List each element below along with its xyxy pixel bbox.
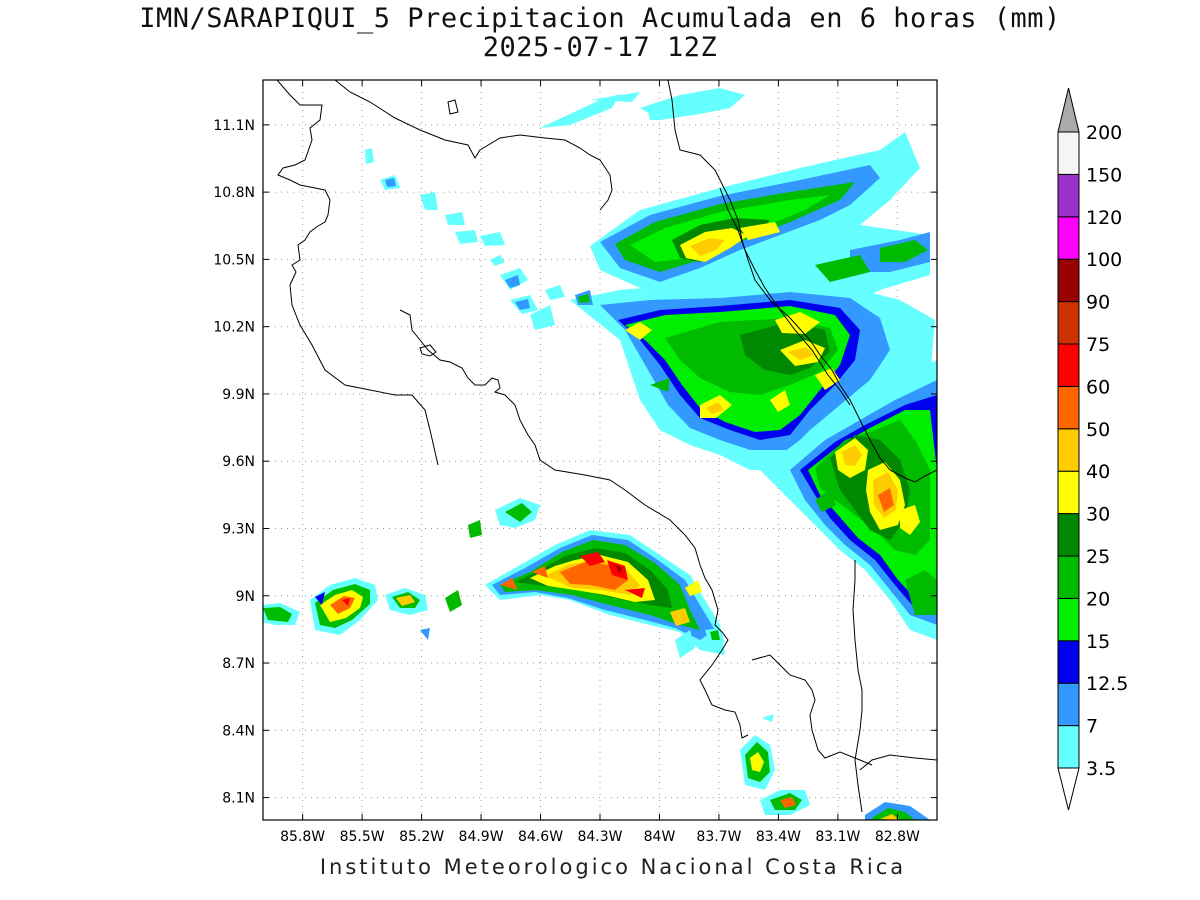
lat-tick-label: 8.7N <box>222 656 255 672</box>
colorbar-label: 60 <box>1086 376 1110 398</box>
rain-band-south <box>740 714 930 820</box>
precipitation-field <box>263 88 937 820</box>
colorbar-label: 40 <box>1086 461 1110 483</box>
lon-tick-label: 85.8W <box>280 829 325 845</box>
nicaragua-costa-rica-border <box>719 187 851 406</box>
lon-axis-labels: 85.8W 85.5W 85.2W 84.9W 84.6W 84.3W 84W 83.7W 83… <box>280 80 920 845</box>
lon-tick-label: 83.1W <box>815 829 860 845</box>
colorbar-swatch <box>1057 428 1080 472</box>
lat-tick-label: 11.1N <box>213 118 255 134</box>
lat-axis-labels: 11.1N 10.8N 10.5N 10.2N 9.9N 9.6N 9.3N 9N 8.7N 8.… <box>213 118 937 807</box>
colorbar-swatch <box>1057 470 1080 515</box>
lat-tick-label: 9.9N <box>222 387 255 403</box>
lat-tick-label: 9N <box>236 589 255 605</box>
colorbar-label: 200 <box>1086 122 1122 144</box>
colorbar-swatch <box>1057 725 1080 769</box>
lon-tick-label: 84W <box>644 829 676 845</box>
lon-tick-label: 84.6W <box>518 829 563 845</box>
colorbar-label: 150 <box>1086 164 1122 186</box>
colorbar-swatch <box>1057 216 1080 260</box>
colorbar-label: 20 <box>1086 588 1110 610</box>
lat-tick-label: 10.2N <box>213 320 255 336</box>
rain-band-pacific <box>468 498 725 655</box>
colorbar-label: 120 <box>1086 207 1122 229</box>
colorbar-under-triangle <box>1057 767 1080 811</box>
lat-tick-label: 10.5N <box>213 252 255 268</box>
map-subtitle-date: 2025-07-17 12Z <box>482 32 718 63</box>
colorbar-swatch <box>1057 513 1080 557</box>
gulf-island <box>419 344 437 357</box>
colorbar-swatch <box>1057 343 1080 387</box>
colorbar-swatch <box>1057 682 1080 727</box>
costa-rica-panama-border <box>852 560 863 813</box>
colorbar-label: 15 <box>1086 631 1110 653</box>
colorbar-swatch <box>1057 597 1080 642</box>
colorbar-swatch <box>1057 131 1080 175</box>
rain-scattered-light <box>365 110 725 658</box>
colorbar-over-triangle <box>1057 87 1080 133</box>
nicaragua-coast <box>276 80 439 466</box>
inner-gulf-coast <box>399 309 749 739</box>
lat-tick-label: 10.8N <box>213 185 255 201</box>
colorbar-swatch <box>1057 640 1080 684</box>
burica-coast <box>859 754 937 771</box>
lon-tick-label: 84.9W <box>459 829 504 845</box>
colorbar-swatch <box>1057 301 1080 345</box>
colorbar: 3.5 7 12.5 15 20 25 30 40 50 60 75 90 100 120 150 200 <box>1057 87 1128 811</box>
caribbean-coast <box>667 80 937 483</box>
colorbar-label: 50 <box>1086 419 1110 441</box>
rain-band-north <box>540 88 930 305</box>
colorbar-label: 100 <box>1086 249 1122 271</box>
lon-tick-label: 84.3W <box>577 829 622 845</box>
colorbar-label: 90 <box>1086 292 1110 314</box>
colorbar-label: 75 <box>1086 334 1110 356</box>
lake-island <box>447 99 459 115</box>
coastlines-borders <box>276 80 937 813</box>
colorbar-label: 12.5 <box>1086 673 1128 695</box>
lat-tick-label: 9.3N <box>222 521 255 537</box>
colorbar-swatch <box>1057 555 1080 599</box>
colorbar-swatch <box>1057 385 1080 430</box>
colorbar-label: 3.5 <box>1086 758 1116 780</box>
lat-tick-label: 9.6N <box>222 454 255 470</box>
osa-peninsula <box>751 654 873 766</box>
lat-tick-label: 8.4N <box>222 723 255 739</box>
footer-credit: Instituto Meteorologico Nacional Costa R… <box>319 855 907 879</box>
lake-nicaragua-shore <box>334 80 613 211</box>
map-title: IMN/SARAPIQUI_5 Precipitacion Acumulada … <box>139 3 1061 34</box>
colorbar-swatch <box>1057 258 1080 303</box>
lon-tick-label: 85.5W <box>340 829 385 845</box>
colorbar-swatch <box>1057 173 1080 218</box>
lon-tick-label: 82.8W <box>875 829 920 845</box>
lat-tick-label: 8.1N <box>222 791 255 807</box>
rain-band-limon <box>760 360 937 640</box>
lon-tick-label: 83.7W <box>696 829 741 845</box>
colorbar-label: 7 <box>1086 716 1098 738</box>
lon-tick-label: 85.2W <box>399 829 444 845</box>
lon-tick-label: 83.4W <box>756 829 801 845</box>
colorbar-label: 25 <box>1086 546 1110 568</box>
rain-band-west <box>263 578 462 640</box>
colorbar-label: 30 <box>1086 504 1110 526</box>
